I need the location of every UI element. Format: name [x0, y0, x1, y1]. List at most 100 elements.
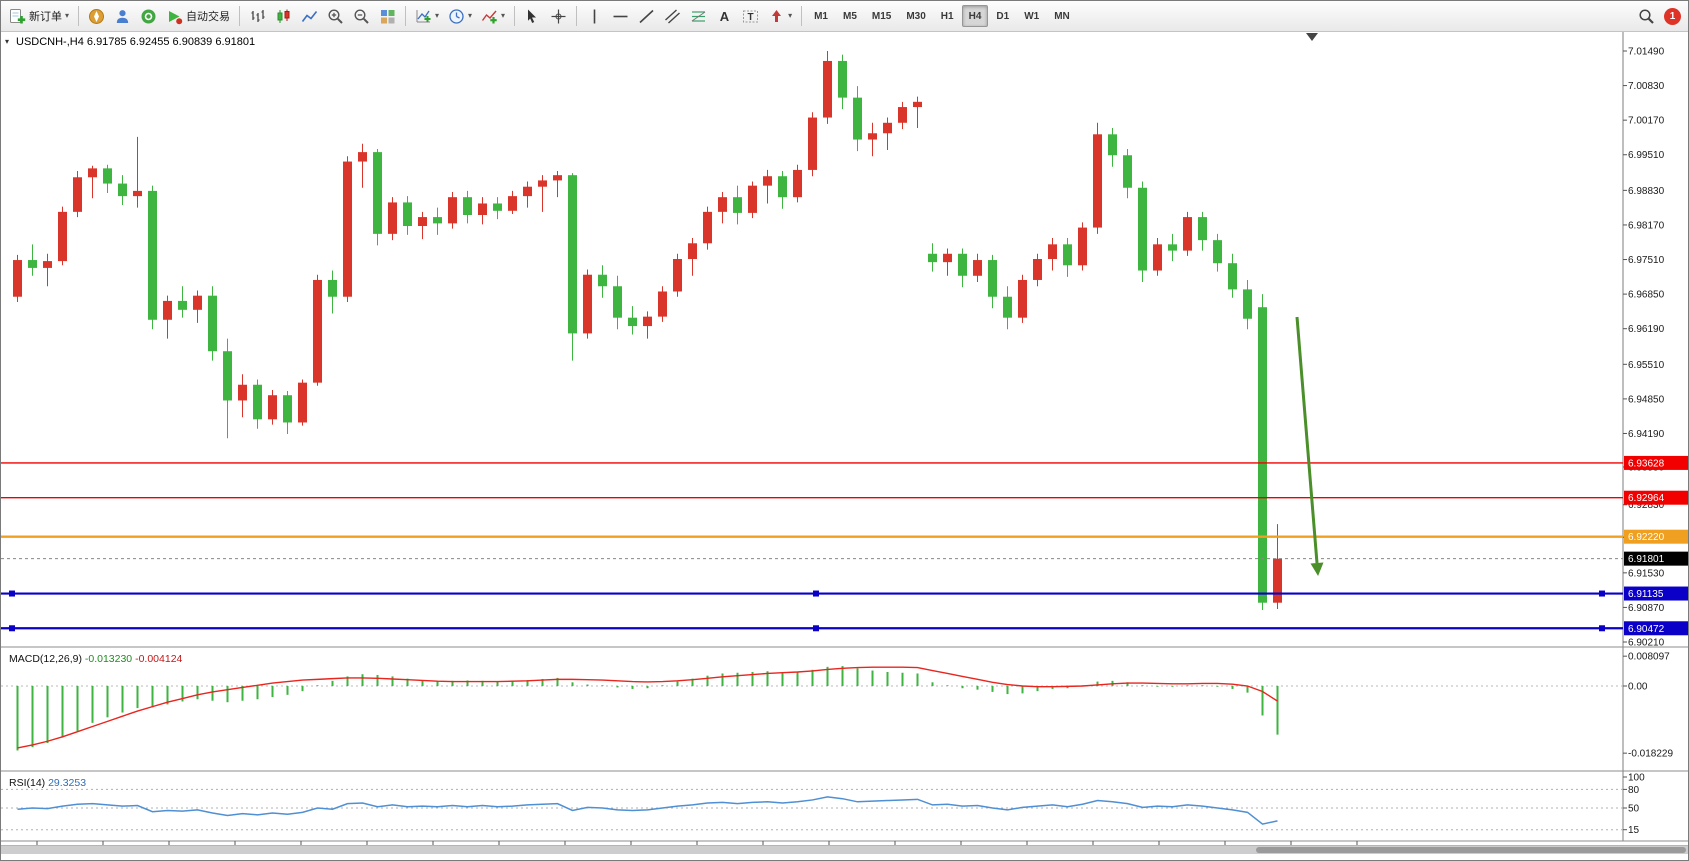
- horizontal-scrollbar[interactable]: [1, 845, 1688, 854]
- chart-area[interactable]: 7.01490 7.00830 7.00170 6.99510 6.98830 6.981…: [1, 31, 1689, 854]
- line-handle[interactable]: [813, 625, 819, 632]
- indicators-button[interactable]: ▾: [477, 4, 509, 28]
- crosshair-icon: [551, 9, 566, 23]
- macd-label: MACD(12,26,9) -0.013230 -0.004124: [9, 653, 183, 665]
- horizontal-line-6.92964[interactable]: 6.92964: [1, 490, 1689, 505]
- candlestick-icon: [277, 9, 290, 23]
- svg-text:-0.018229: -0.018229: [1628, 749, 1673, 760]
- zoom-out-button[interactable]: [349, 4, 374, 28]
- autotrade-button[interactable]: 自动交易: [162, 4, 234, 28]
- price-axis[interactable]: 7.01490 7.00830 7.00170 6.99510 6.98830 6.981…: [1622, 31, 1665, 841]
- timeframe-d1-button[interactable]: D1: [989, 5, 1016, 27]
- crosshair-button[interactable]: [546, 4, 571, 28]
- svg-text:0.00: 0.00: [1628, 682, 1648, 693]
- svg-text:50: 50: [1628, 804, 1640, 815]
- trendline-tool-button[interactable]: [634, 4, 659, 28]
- svg-text:6.92964: 6.92964: [1628, 493, 1665, 504]
- svg-text:6.98830: 6.98830: [1628, 186, 1665, 197]
- horizontal-line-6.91135[interactable]: 6.91135: [1, 586, 1689, 601]
- macd-panel[interactable]: 0.008097 0.00 -0.018229 MACD(12,26,9) -0.01…: [1, 652, 1673, 760]
- svg-text:6.90870: 6.90870: [1628, 603, 1665, 614]
- svg-text:6.99510: 6.99510: [1628, 150, 1665, 161]
- price-line-label: [1624, 621, 1688, 636]
- channel-icon: [665, 8, 681, 24]
- timeframe-m30-button[interactable]: M30: [899, 5, 932, 27]
- market-info-button[interactable]: [136, 4, 161, 28]
- caret-down-icon: ▾: [501, 11, 506, 20]
- community-profile-button[interactable]: [110, 4, 135, 28]
- svg-text:7.01490: 7.01490: [1628, 47, 1665, 58]
- svg-text:T: T: [748, 12, 754, 23]
- vertical-line-icon: [593, 9, 596, 23]
- arrows-tool-button[interactable]: ▾: [764, 4, 796, 28]
- svg-text:6.92830: 6.92830: [1628, 500, 1665, 511]
- label-tool-button[interactable]: T: [738, 4, 763, 28]
- periods-button[interactable]: ▾: [444, 4, 476, 28]
- svg-text:0.008097: 0.008097: [1628, 652, 1670, 663]
- zoom-in-button[interactable]: [323, 4, 348, 28]
- horizontal-line-6.93628[interactable]: 6.93628: [1, 455, 1689, 470]
- bar-chart-icon: [251, 9, 265, 22]
- timeframe-h1-button[interactable]: H1: [934, 5, 961, 27]
- notification-badge[interactable]: 1: [1664, 7, 1681, 25]
- new-order-button[interactable]: 新订单 ▾: [5, 4, 73, 28]
- trend-arrow[interactable]: [1295, 316, 1324, 576]
- mql5-compass-button[interactable]: [84, 4, 109, 28]
- horizontal-line-6.92220[interactable]: 6.92220: [1, 529, 1689, 544]
- caret-down-icon: ▾: [65, 11, 70, 20]
- chart-shift-marker[interactable]: [1306, 33, 1318, 41]
- main-toolbar: 新订单 ▾ 自动交易: [1, 1, 1688, 32]
- timeframe-m5-button[interactable]: M5: [836, 5, 864, 27]
- line-chart-mode-button[interactable]: [297, 4, 322, 28]
- timeframe-w1-button[interactable]: W1: [1017, 5, 1046, 27]
- svg-text:6.90210: 6.90210: [1628, 638, 1665, 649]
- svg-text:6.91135: 6.91135: [1628, 589, 1664, 600]
- caret-down-icon: ▾: [788, 11, 793, 20]
- fibonacci-tool-button[interactable]: [686, 4, 711, 28]
- line-handle[interactable]: [1599, 625, 1605, 632]
- horizontal-line-tool-button[interactable]: [608, 4, 633, 28]
- autotrade-play-icon: [169, 10, 183, 24]
- cursor-icon: [528, 9, 537, 23]
- price-chart[interactable]: 7.01490 7.00830 7.00170 6.99510 6.98830 6.981…: [1, 31, 1689, 854]
- svg-text:6.93628: 6.93628: [1628, 458, 1665, 469]
- scrollbar-thumb[interactable]: [1256, 847, 1686, 853]
- autotrade-label: 自动交易: [186, 11, 231, 23]
- timeframe-m15-button[interactable]: M15: [865, 5, 898, 27]
- bar-chart-mode-button[interactable]: [245, 4, 270, 28]
- caret-down-icon: ▾: [468, 11, 473, 20]
- price-line-label: [1624, 551, 1688, 566]
- indicators-icon: [481, 10, 497, 23]
- candlestick-mode-button[interactable]: [271, 4, 296, 28]
- arrow-objects-icon: [772, 9, 782, 22]
- vertical-line-tool-button[interactable]: [582, 4, 607, 28]
- horizontal-line-6.91801[interactable]: 6.91801: [1, 551, 1689, 566]
- info-icon: [141, 9, 156, 23]
- candlesticks: [13, 51, 1282, 611]
- text-tool-button[interactable]: A: [712, 4, 737, 28]
- line-handle[interactable]: [9, 625, 15, 632]
- horizontal-line-6.90472[interactable]: 6.90472: [1, 621, 1689, 636]
- search-button[interactable]: [1634, 4, 1659, 28]
- line-handle[interactable]: [813, 590, 819, 597]
- trendline-icon: [639, 9, 654, 23]
- caret-down-icon: ▾: [435, 11, 440, 20]
- line-handle[interactable]: [1599, 590, 1605, 597]
- timeframe-m1-button[interactable]: M1: [807, 5, 835, 27]
- channel-tool-button[interactable]: [660, 4, 685, 28]
- timeframe-mn-button[interactable]: MN: [1047, 5, 1077, 27]
- svg-text:6.97510: 6.97510: [1628, 255, 1665, 266]
- svg-text:6.91801: 6.91801: [1628, 554, 1665, 565]
- line-handle[interactable]: [9, 590, 15, 597]
- svg-text:▾: ▾: [5, 37, 9, 46]
- profile-icon: [116, 9, 129, 23]
- new-order-label: 新订单: [29, 11, 62, 23]
- svg-text:6.94190: 6.94190: [1628, 429, 1665, 440]
- timeframe-h4-button[interactable]: H4: [961, 5, 989, 27]
- timeframe-group: M1 M5 M15 M30 H1 H4 D1 W1 MN: [807, 5, 1077, 27]
- tile-windows-button[interactable]: [375, 4, 400, 28]
- new-chart-button[interactable]: ▾: [411, 4, 443, 28]
- cursor-button[interactable]: [520, 4, 545, 28]
